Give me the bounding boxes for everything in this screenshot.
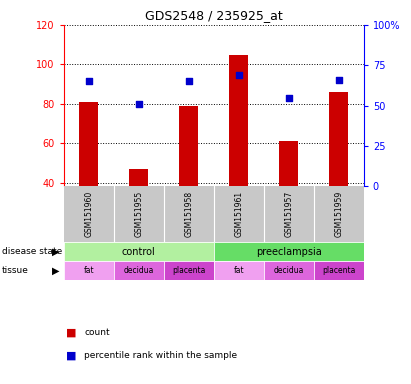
Text: ■: ■ xyxy=(66,350,76,360)
Text: GSM151961: GSM151961 xyxy=(234,191,243,237)
Point xyxy=(136,101,142,107)
Bar xyxy=(64,261,114,280)
Text: control: control xyxy=(122,247,156,257)
Text: disease state: disease state xyxy=(2,247,62,256)
Text: GSM151959: GSM151959 xyxy=(334,191,343,237)
Bar xyxy=(129,169,148,187)
Bar xyxy=(164,261,214,280)
Bar xyxy=(214,261,264,280)
Text: placenta: placenta xyxy=(172,266,206,275)
Text: decidua: decidua xyxy=(124,266,154,275)
Text: placenta: placenta xyxy=(322,266,356,275)
Bar xyxy=(214,242,364,261)
Text: ■: ■ xyxy=(66,327,76,337)
Point xyxy=(85,78,92,84)
Bar xyxy=(329,92,348,187)
Text: GSM151960: GSM151960 xyxy=(84,191,93,237)
Text: GSM151955: GSM151955 xyxy=(134,191,143,237)
Text: GSM151958: GSM151958 xyxy=(184,191,193,237)
Text: fat: fat xyxy=(233,266,244,275)
Bar xyxy=(264,261,314,280)
Bar xyxy=(179,106,198,187)
Text: GSM151957: GSM151957 xyxy=(284,191,293,237)
Bar xyxy=(279,141,298,187)
Text: tissue: tissue xyxy=(2,266,29,275)
Text: ▶: ▶ xyxy=(52,247,59,257)
Bar xyxy=(64,242,214,261)
Text: count: count xyxy=(84,328,110,337)
Point xyxy=(236,72,242,78)
Point xyxy=(286,94,292,101)
Bar xyxy=(79,102,98,187)
Text: preeclampsia: preeclampsia xyxy=(256,247,321,257)
Text: fat: fat xyxy=(83,266,94,275)
Point xyxy=(335,77,342,83)
Point xyxy=(185,78,192,84)
Text: percentile rank within the sample: percentile rank within the sample xyxy=(84,351,238,360)
Bar xyxy=(314,261,364,280)
Text: decidua: decidua xyxy=(274,266,304,275)
Bar xyxy=(114,261,164,280)
Title: GDS2548 / 235925_at: GDS2548 / 235925_at xyxy=(145,9,283,22)
Bar xyxy=(229,55,248,187)
Text: ▶: ▶ xyxy=(52,266,59,276)
